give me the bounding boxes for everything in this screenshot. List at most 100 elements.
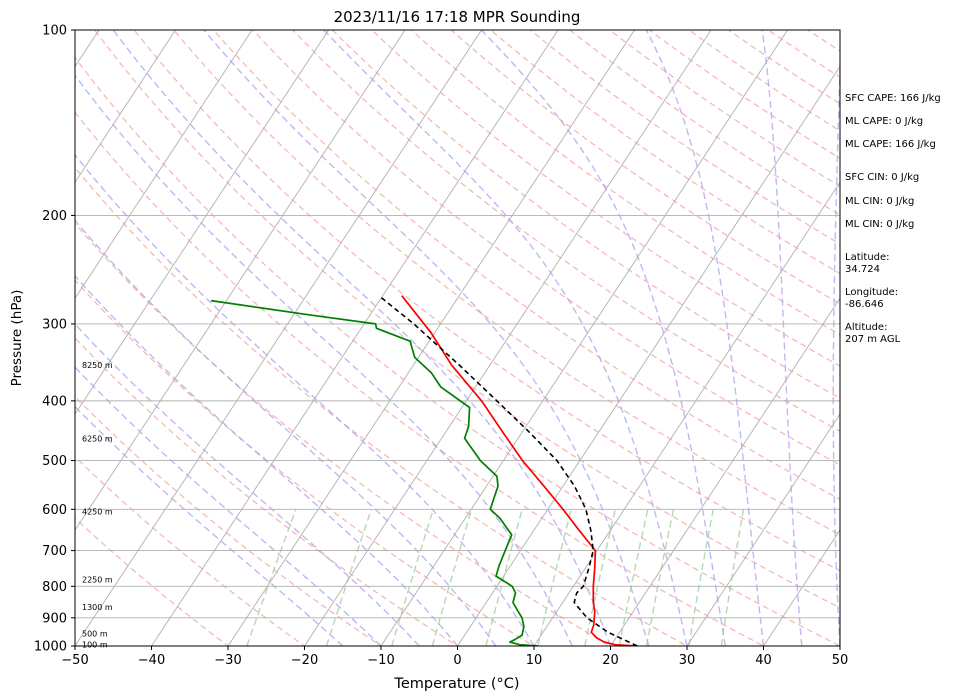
moist-adiabat — [75, 74, 573, 646]
x-tick-label: 0 — [453, 653, 461, 668]
x-axis-label: Temperature (°C) — [393, 676, 519, 692]
dewpoint-line — [210, 299, 538, 646]
height-label: 500 m — [82, 630, 108, 639]
x-tick-label: −50 — [61, 653, 88, 668]
moist-adiabat — [761, 30, 803, 646]
dry-adiabat — [75, 337, 459, 646]
isotherm — [533, 181, 840, 646]
y-tick-label: 700 — [42, 544, 67, 559]
moist-adiabat — [203, 30, 650, 646]
y-tick-label: 600 — [42, 503, 67, 518]
dry-adiabat — [75, 455, 306, 646]
mixing-ratio-line — [325, 509, 372, 646]
x-tick-label: 40 — [755, 653, 772, 668]
dry-adiabat — [75, 517, 230, 646]
isotherm — [75, 30, 253, 300]
x-tick-label: −20 — [291, 653, 318, 668]
dry-adiabat — [75, 279, 536, 646]
dry-adiabat — [172, 30, 840, 536]
latitude-value: 34.724 — [845, 264, 880, 275]
dry-adiabat — [410, 30, 840, 336]
isotherm — [686, 413, 840, 646]
sfc-cape-text: SFC CAPE: 166 J/kg — [845, 93, 941, 104]
sfc-cin-text: SFC CIN: 0 J/kg — [845, 172, 920, 183]
x-tick-label: 30 — [679, 653, 696, 668]
mixing-ratio-line — [246, 509, 297, 646]
dry-adiabat — [75, 111, 765, 646]
y-tick-label: 500 — [42, 454, 67, 469]
longitude-value: -86.646 — [845, 299, 884, 310]
y-tick-label: 400 — [42, 394, 67, 409]
height-label: 4250 m — [82, 508, 113, 517]
altitude-label: Altitude: — [845, 322, 888, 333]
dry-adiabat — [75, 222, 612, 646]
isotherm — [75, 30, 482, 646]
moist-adiabat — [75, 405, 344, 646]
x-tick-label: 50 — [832, 653, 849, 668]
dry-adiabat — [944, 16, 961, 659]
plot-frame — [74, 29, 841, 647]
height-label: 6250 m — [82, 434, 113, 443]
isotherm — [75, 30, 406, 531]
dry-adiabat — [608, 30, 840, 188]
x-tick-label: −10 — [367, 653, 394, 668]
x-tick-label: 10 — [526, 653, 543, 668]
latitude-label: Latitude: — [845, 252, 890, 263]
y-tick-label: 900 — [42, 611, 67, 626]
isotherm — [380, 30, 788, 646]
dry-adiabat — [75, 395, 383, 646]
mixing-ratio-line — [431, 509, 473, 646]
y-tick-label: 100 — [42, 24, 67, 39]
height-labels: 100 m 500 m 1300 m 2250 m 4250 m 6250 m 8250 m — [82, 361, 113, 650]
y-tick-label: 1000 — [34, 640, 67, 655]
dry-adiabat — [252, 30, 840, 466]
mixing-ratio-line — [645, 509, 675, 646]
mixing-ratio-line — [485, 509, 523, 646]
dry-adiabat — [75, 56, 840, 646]
dry-adiabat — [727, 30, 840, 105]
y-axis-ticks: 1000 900 800 700 600 500 400 300 200 100 — [34, 24, 75, 655]
isotherm — [151, 30, 559, 646]
height-label: 100 m — [82, 641, 108, 650]
moist-adiabat — [75, 323, 420, 646]
ml-cin-text-1: ML CIN: 0 J/kg — [845, 196, 915, 207]
sounding-series — [210, 295, 638, 646]
height-label: 1300 m — [82, 603, 113, 612]
isotherm — [75, 30, 176, 184]
dry-adiabat — [93, 30, 840, 609]
moist-adiabat — [75, 274, 459, 646]
moist-adiabat — [112, 30, 612, 646]
dry-adiabat — [687, 30, 840, 132]
ml-cape-text-2: ML CAPE: 166 J/kg — [845, 139, 936, 150]
dry-adiabat — [291, 30, 840, 432]
moist-adiabat — [480, 30, 726, 646]
x-tick-label: −30 — [214, 653, 241, 668]
longitude-label: Longitude: — [845, 287, 899, 298]
height-label: 2250 m — [82, 576, 113, 585]
height-label: 8250 m — [82, 361, 113, 370]
dry-adiabat — [75, 166, 689, 646]
y-axis-label: Pressure (hPa) — [9, 290, 25, 387]
isotherm — [75, 30, 329, 415]
isotherm — [304, 30, 712, 646]
mixing-ratio-line — [391, 509, 434, 646]
moist-adiabat — [75, 153, 535, 646]
isotherm — [610, 297, 840, 646]
temperature-line — [401, 295, 638, 646]
isotherm — [917, 30, 961, 646]
moist-adiabat — [645, 30, 765, 646]
x-tick-label: −40 — [138, 653, 165, 668]
ml-cin-text-2: ML CIN: 0 J/kg — [845, 219, 915, 230]
background-lines — [75, 16, 961, 659]
y-tick-label: 800 — [42, 580, 67, 595]
parcel-line — [378, 295, 638, 646]
moist-adiabat — [323, 30, 688, 646]
mixing-ratio-line — [537, 509, 572, 646]
isotherm — [457, 65, 840, 646]
y-tick-label: 300 — [42, 317, 67, 332]
x-tick-label: 20 — [602, 653, 619, 668]
isotherm — [227, 30, 635, 646]
dry-adiabat — [904, 16, 961, 659]
ml-cape-text-1: ML CAPE: 0 J/kg — [845, 116, 924, 127]
